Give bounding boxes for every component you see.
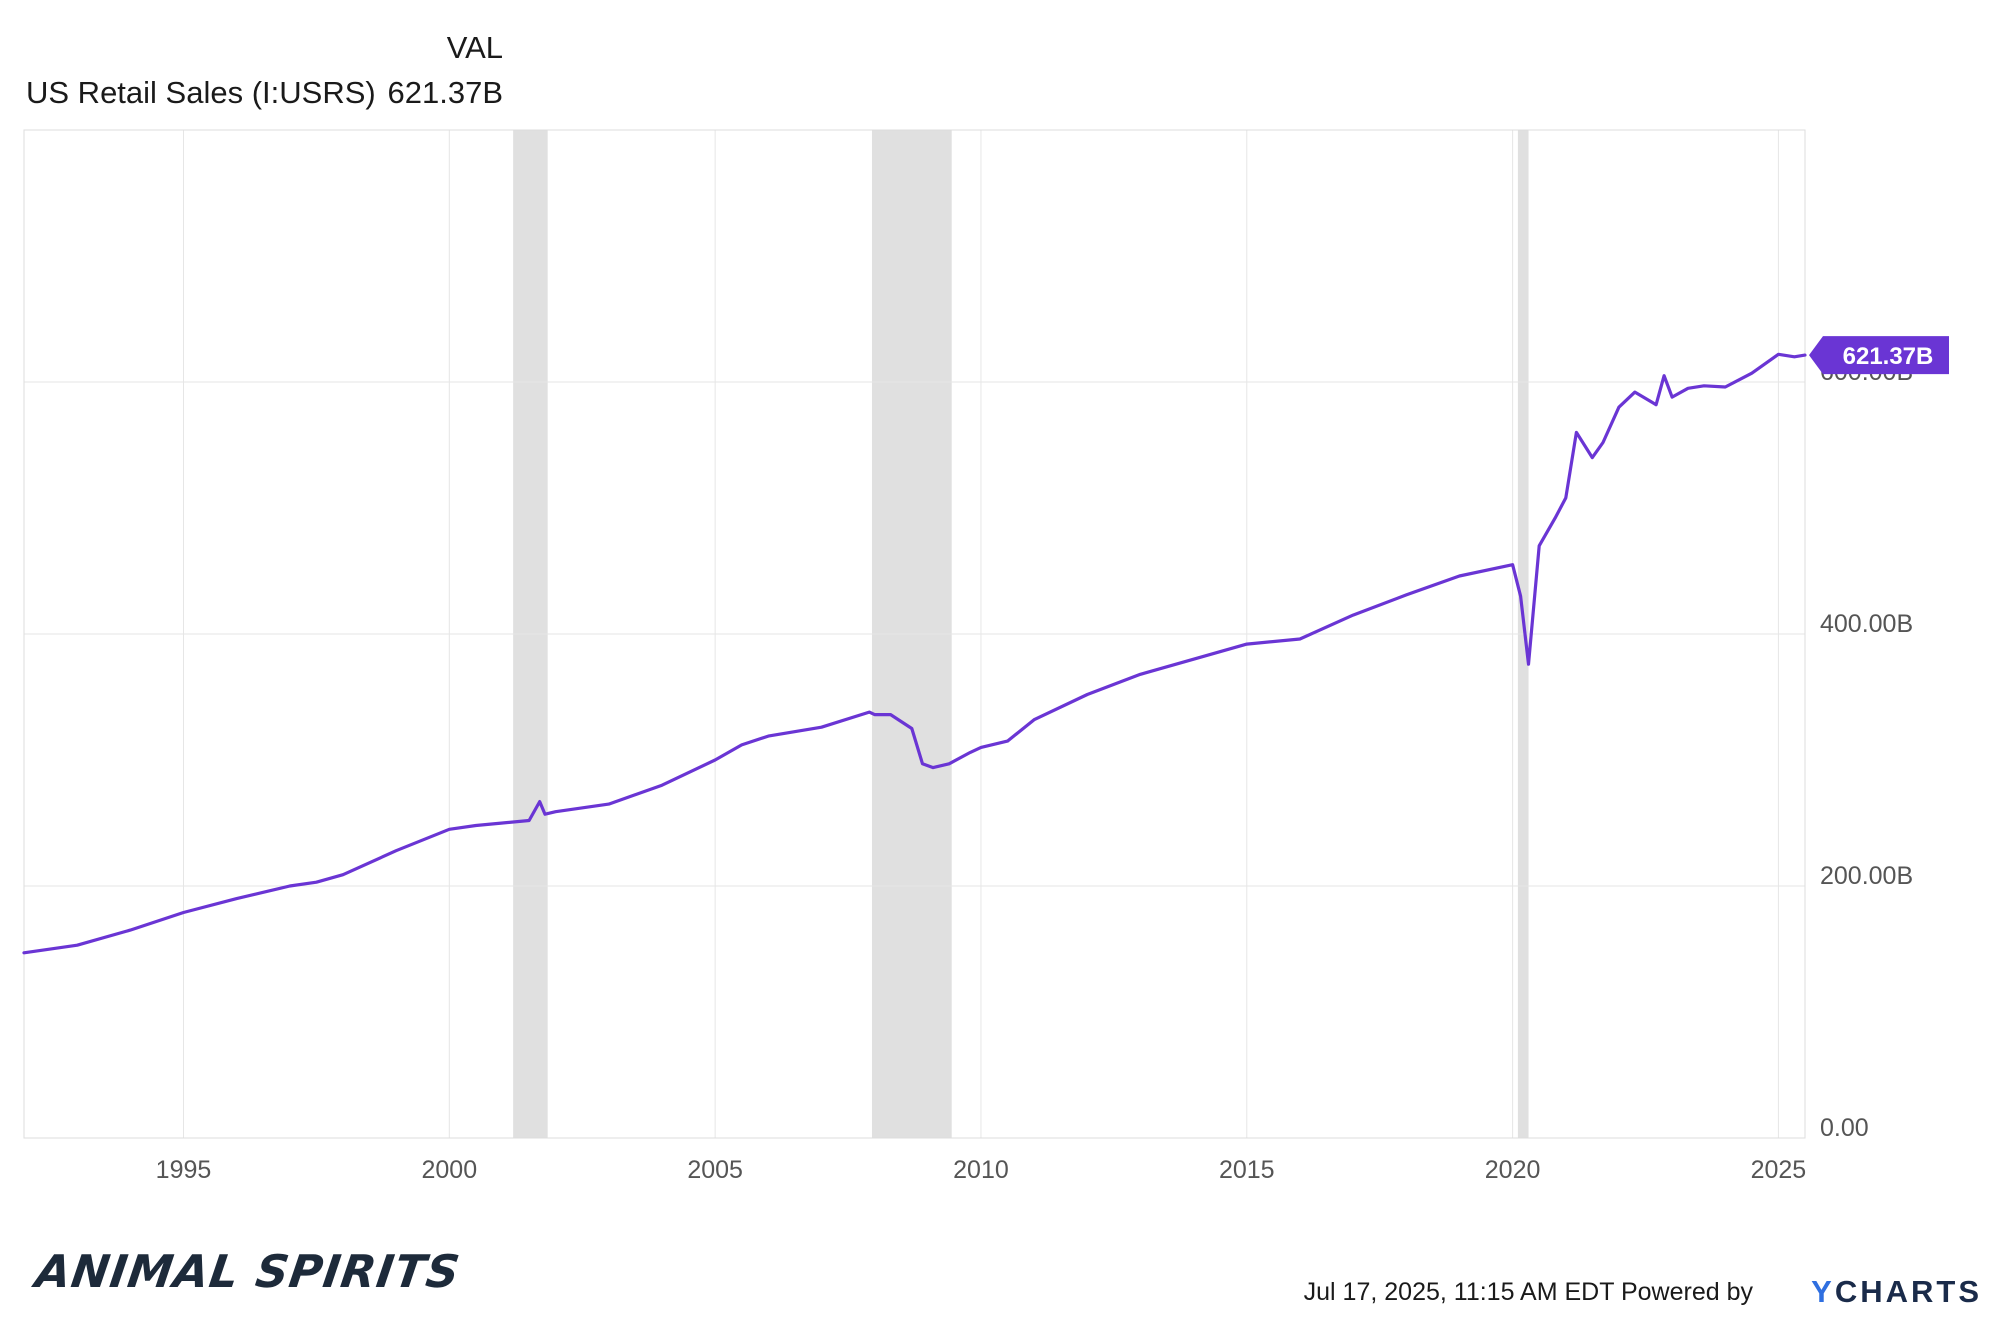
footer-timestamp: Jul 17, 2025, 11:15 AM EDT Powered by: [1303, 1278, 1753, 1306]
x-tick-label: 2005: [687, 1156, 743, 1184]
series-line[interactable]: [22, 352, 1807, 955]
x-tick-label: 2010: [953, 1156, 1009, 1184]
y-tick-label: 400.00B: [1820, 610, 1913, 638]
series-lines: [22, 352, 1807, 955]
x-tick-label: 2025: [1751, 1156, 1807, 1184]
y-tick-label: 0.00: [1820, 1114, 1869, 1142]
legend-series-name[interactable]: US Retail Sales (I:USRS): [26, 75, 376, 110]
legend-series-value: 621.37B: [387, 75, 504, 110]
end-value-label: 621.37B: [1809, 336, 1949, 375]
x-tick-label: 2000: [422, 1156, 478, 1184]
legend: VAL US Retail Sales (I:USRS) 621.37B: [26, 30, 506, 120]
end-label-badge: [1809, 336, 1949, 375]
ycharts-logo[interactable]: YCHARTS: [1811, 1274, 1982, 1310]
x-axis-ticks: 1995 2000 2005 2010 2015 2020 2025: [156, 1156, 1807, 1184]
ycharts-logo-text: CHARTS: [1834, 1274, 1982, 1309]
x-tick-label: 1995: [156, 1156, 212, 1184]
x-tick-label: 2020: [1485, 1156, 1541, 1184]
ycharts-logo-y: Y: [1811, 1274, 1835, 1309]
animal-spirits-logo: ANIMAL SPIRITS: [32, 1245, 464, 1298]
plot-frame: [23, 129, 1806, 1139]
legend-header: VAL: [446, 30, 503, 65]
end-label-text: 621.37B: [1843, 343, 1934, 370]
y-tick-label: 200.00B: [1820, 862, 1913, 890]
x-tick-label: 2015: [1219, 1156, 1275, 1184]
